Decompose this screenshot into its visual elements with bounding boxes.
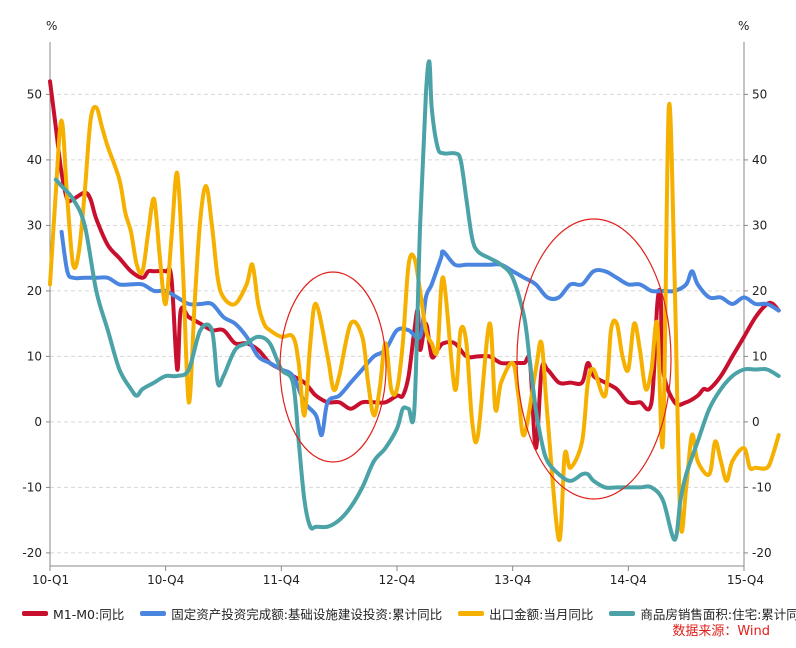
y-tick-label-right: -10 [752,480,772,494]
y-tick-label-left: 50 [27,87,42,101]
y-tick-label-right: 30 [752,218,767,232]
legend-swatch [22,611,48,616]
legend-swatch [458,611,485,616]
y-tick-label-right: 20 [752,284,767,298]
legend-item-m1-m0[interactable]: M1-M0:同比 [22,604,124,623]
y-tick-label-left: -10 [22,480,42,494]
y-tick-label-left: 0 [34,415,42,429]
legend-label: 商品房销售面积:住宅:累计同比 [640,607,796,622]
data-source: 数据来源：Wind [672,624,770,639]
x-tick-label: 10-Q4 [147,573,184,587]
y-ticks-left: -20 -10 0 10 20 30 40 50 [22,87,42,560]
y-tick-label-right: 10 [752,349,767,363]
x-ticks: 10-Q1 10-Q4 11-Q4 12-Q4 13-Q4 14-Q4 15-Q4 [32,573,764,587]
y-axis-unit-left: % [46,19,57,33]
x-tick-label: 15-Q4 [727,573,764,587]
y-tick-label-left: 20 [27,284,42,298]
legend-label: 固定资产投资完成额:基础设施建设投资:累计同比 [171,607,443,622]
x-tick-label: 13-Q4 [494,573,531,587]
axes [46,42,748,571]
legend: M1-M0:同比 固定资产投资完成额:基础设施建设投资:累计同比 出口金额:当月… [22,604,796,623]
annotations [279,218,672,500]
y-tick-label-right: -20 [752,546,772,560]
y-tick-label-right: 40 [752,153,767,167]
series-lines [48,59,781,542]
x-tick-label: 10-Q1 [32,573,69,587]
y-tick-label-right: 0 [752,415,760,429]
legend-item-infrastructure[interactable]: 固定资产投资完成额:基础设施建设投资:累计同比 [140,604,442,623]
legend-swatch [140,611,167,616]
legend-item-housing[interactable]: 商品房销售面积:住宅:累计同比 [609,604,796,623]
y-tick-label-left: 40 [27,153,42,167]
y-tick-label-left: 30 [27,218,42,232]
highlight-ellipse-2014 [516,218,672,500]
y-tick-label-right: 50 [752,87,767,101]
x-tick-label: 12-Q4 [378,573,415,587]
x-tick-label: 11-Q4 [263,573,300,587]
legend-swatch [609,611,636,616]
grid-lines [50,93,744,554]
y-tick-label-left: 10 [27,349,42,363]
highlight-ellipse-2012 [279,271,387,463]
y-ticks-right: -20 -10 0 10 20 30 40 50 [752,87,772,560]
x-tick-label: 14-Q4 [610,573,647,587]
series-line-housing [53,59,781,542]
y-tick-label-left: -20 [22,546,42,560]
legend-item-export[interactable]: 出口金额:当月同比 [458,604,593,623]
legend-label: M1-M0:同比 [53,607,125,622]
legend-label: 出口金额:当月同比 [489,607,594,622]
y-axis-unit-right: % [738,19,749,33]
